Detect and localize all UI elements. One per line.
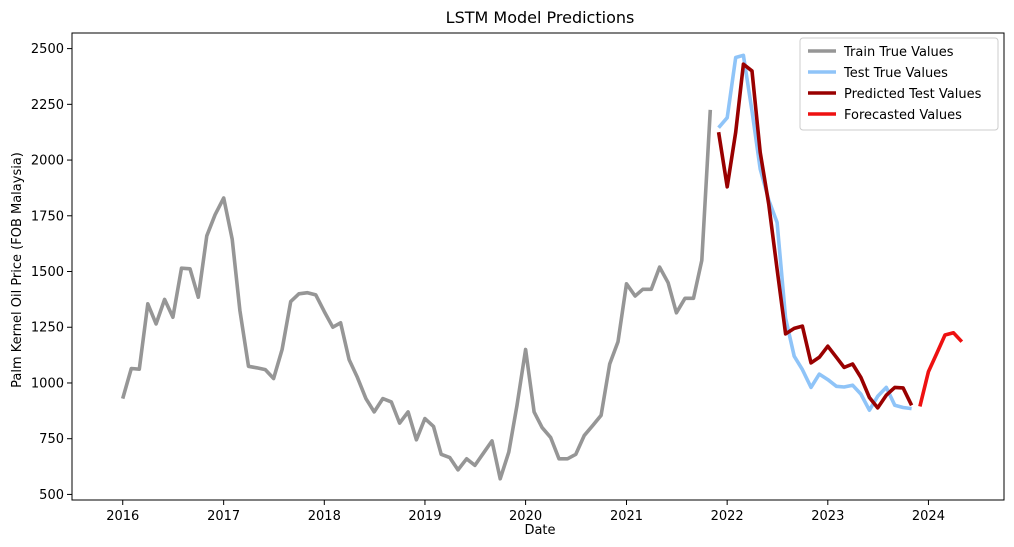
x-tick-label: 2021 — [610, 509, 643, 524]
legend-entry-label: Train True Values — [843, 45, 954, 60]
y-axis: 500 750 1000 1250 1500 1750 2000 2250 2500 — [31, 42, 72, 503]
chart-title: LSTM Model Predictions — [446, 8, 635, 27]
plot-area — [71, 32, 1005, 501]
series-line-2 — [716, 62, 914, 410]
y-tick-label: 2250 — [31, 98, 64, 113]
x-tick-label: 2024 — [912, 509, 945, 524]
x-axis-label: Date — [524, 523, 555, 538]
x-tick-label: 2022 — [711, 509, 744, 524]
y-tick-label: 750 — [39, 432, 64, 447]
legend-entry-label: Predicted Test Values — [844, 87, 982, 102]
x-axis: 2016 2017 2018 2019 2020 2021 2022 2023 2024 — [106, 500, 945, 524]
legend-box — [799, 37, 999, 131]
x-tick-label: 2019 — [408, 509, 441, 524]
y-tick-label: 1500 — [31, 265, 64, 280]
x-tick-label: 2016 — [106, 509, 139, 524]
y-tick-label: 2000 — [31, 154, 64, 169]
y-tick-label: 1750 — [31, 209, 64, 224]
series-line-0 — [120, 109, 713, 481]
x-tick-label: 2023 — [811, 509, 844, 524]
x-tick-label: 2020 — [509, 509, 542, 524]
y-axis-label: Palm Kernel Oil Price (FOB Malaysia) — [10, 152, 25, 388]
legend-entry-label: Test True Values — [843, 66, 948, 81]
x-tick-label: 2017 — [207, 509, 240, 524]
y-tick-label: 500 — [39, 488, 64, 503]
plot-frame — [71, 32, 1005, 501]
legend: Train True Values Test True Values Predict… — [799, 37, 999, 131]
series-line-1 — [717, 53, 912, 413]
y-tick-label: 1000 — [31, 376, 64, 391]
legend-entry-label: Forecasted Values — [844, 108, 962, 123]
y-tick-label: 1250 — [31, 321, 64, 336]
y-tick-label: 2500 — [31, 42, 64, 57]
x-tick-label: 2018 — [308, 509, 341, 524]
series-line-3 — [918, 330, 964, 407]
